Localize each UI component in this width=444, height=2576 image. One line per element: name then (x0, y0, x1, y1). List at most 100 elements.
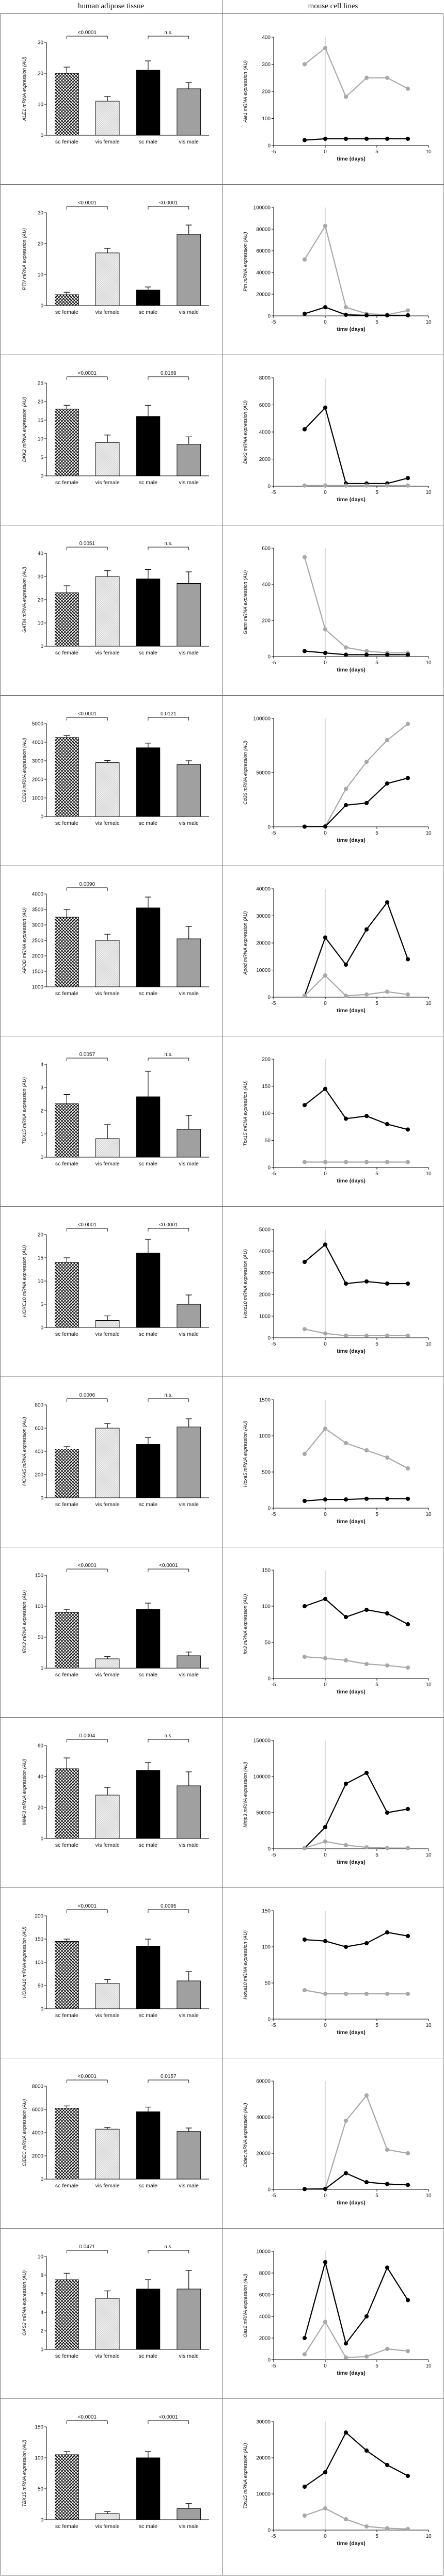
data-point-black (405, 1806, 410, 1812)
bar-y-axis-label: OAS2 mRNA expression (AU) (22, 2270, 27, 2335)
bar-category-label: sc male (139, 2012, 157, 2019)
line-y-tick-label: 8000 (259, 376, 271, 381)
data-point-black (405, 2473, 410, 2478)
data-point-grey (364, 2093, 369, 2098)
data-point-grey (302, 1846, 307, 1850)
bar (177, 1980, 201, 2009)
column-divider (222, 0, 223, 2575)
bar (55, 1768, 79, 1839)
data-point-black (302, 1604, 307, 1609)
bar-y-tick-label: 50 (38, 2487, 44, 2492)
series-line-black (304, 1772, 408, 1849)
bar (95, 1428, 120, 1498)
significance-label: <0.0001 (78, 1903, 97, 1909)
data-point-grey (343, 994, 348, 998)
line-y-tick-label: 400 (262, 582, 271, 588)
line-x-tick-label: -5 (272, 1512, 276, 1517)
significance-label: <0.0001 (159, 1563, 178, 1569)
line-y-tick-label: 50 (265, 1138, 271, 1144)
bar-y-tick-label: 2000 (32, 2154, 44, 2159)
line-y-tick-label: 100 (262, 1945, 271, 1950)
data-point-grey (302, 483, 307, 488)
line-y-tick-label: 60000 (256, 249, 271, 254)
line-x-axis-label: time (days) (337, 2200, 365, 2206)
data-point-grey (323, 2506, 328, 2511)
line-x-axis-label: time (days) (337, 667, 365, 673)
bar (55, 2279, 79, 2350)
series-line-grey (304, 723, 408, 827)
bar-y-tick-label: 0 (40, 1496, 43, 1501)
bar-y-tick-label: 6 (40, 2292, 43, 2297)
data-point-grey (405, 1466, 410, 1471)
line-y-tick-label: 50000 (256, 771, 271, 776)
line-x-tick-label: 10 (425, 1171, 432, 1177)
bar (55, 2454, 79, 2520)
bar-category-label: sc male (139, 820, 157, 826)
bar (95, 2129, 120, 2180)
bar-y-tick-label: 0 (40, 133, 43, 139)
data-point-black (385, 2462, 390, 2468)
bar-y-tick-label: 100 (35, 2456, 43, 2461)
bar (55, 917, 79, 987)
bar-category-label: vis male (179, 650, 199, 656)
significance-label: 0.0095 (161, 1903, 177, 1909)
line-x-tick-label: 0 (324, 1001, 327, 1006)
data-point-grey (302, 1654, 307, 1659)
line-y-tick-label: 0 (267, 484, 271, 490)
bar (136, 907, 161, 987)
data-point-grey (364, 1991, 369, 1996)
data-point-grey (405, 1160, 410, 1164)
bar (136, 1096, 161, 1158)
bar-category-label: sc male (139, 1161, 157, 1167)
line-y-axis-label: Gatm mRNA expression (AU) (243, 570, 248, 634)
data-point-black (364, 1279, 369, 1284)
bar-y-tick-label: 1000 (32, 796, 44, 802)
bar-y-tick-label: 20 (38, 1805, 44, 1811)
line-x-tick-label: 10 (425, 660, 432, 666)
bar-y-tick-label: 4000 (32, 740, 44, 746)
data-point-black (302, 649, 307, 653)
line-x-tick-label: -5 (272, 1001, 276, 1006)
line-x-tick-label: 10 (425, 1852, 432, 1858)
data-point-black (323, 824, 328, 829)
line-x-tick-label: 0 (324, 1512, 327, 1517)
data-point-grey (405, 483, 410, 488)
line-x-tick-label: 5 (375, 1341, 378, 1347)
line-y-tick-label: 80000 (256, 227, 271, 233)
line-y-tick-label: 400 (262, 35, 271, 41)
data-point-black (385, 1496, 390, 1501)
data-point-grey (302, 2513, 307, 2518)
data-point-black (323, 935, 328, 940)
bar-category-label: vis female (95, 1501, 119, 1508)
bar-y-tick-label: 1500 (32, 969, 44, 975)
line-x-tick-label: 10 (425, 2534, 432, 2539)
bar-category-label: sc female (55, 139, 78, 145)
line-y-tick-label: 0 (267, 2528, 271, 2534)
bar (55, 294, 79, 306)
line-x-tick-label: -5 (272, 830, 276, 836)
data-point-black (302, 2187, 307, 2191)
data-point-grey (323, 1160, 328, 1164)
line-y-tick-label: 8000 (259, 2271, 271, 2277)
bar-y-axis-label: HOXA10 mRNA expression (AU) (22, 1927, 27, 1998)
series-line-black (304, 650, 408, 655)
bar-y-tick-label: 20 (38, 71, 44, 77)
data-point-black (364, 652, 369, 657)
line-y-tick-label: 30000 (256, 914, 271, 919)
data-point-black (364, 313, 369, 318)
bar-category-label: sc female (55, 479, 78, 486)
row-divider (0, 2398, 444, 2399)
data-point-grey (323, 627, 328, 632)
data-point-black (323, 136, 328, 141)
line-x-tick-label: -5 (272, 2193, 276, 2199)
line-y-tick-label: 200 (262, 1057, 271, 1063)
line-y-axis-label: Dkk2 mRNA expression (AU) (243, 401, 248, 464)
line-y-axis-label: Cidec mRNA expression (AU) (243, 2103, 248, 2167)
line-y-tick-label: 150 (262, 1568, 271, 1574)
data-point-black (343, 2341, 348, 2346)
bar-category-label: vis male (179, 1842, 199, 1848)
bar (177, 764, 201, 817)
data-point-black (302, 1937, 307, 1942)
data-point-grey (364, 649, 369, 653)
